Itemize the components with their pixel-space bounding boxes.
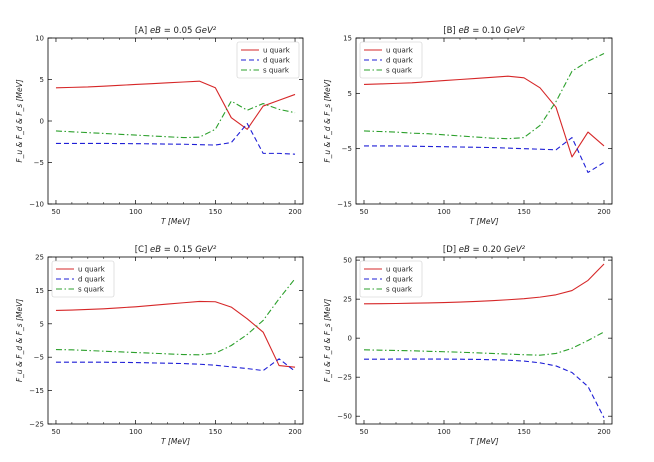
chart-panel-2: 50 100 150 200 −15 −5 5 15 T [MeV] F_u & F_d & F_… [323, 26, 613, 226]
chart-panel-1: 50 100 150 200 −10 −5 0 5 10 T [MeV] F_u & F_d & F… [15, 26, 304, 226]
y-tick-label: −15 [29, 387, 44, 395]
legend-box [51, 260, 115, 298]
y-tick-label: 5 [40, 320, 44, 328]
legend-label: d quark [386, 276, 414, 284]
y-axis-label: F_u & F_d & F_s [MeV] [15, 79, 24, 162]
x-tick-label: 100 [129, 208, 142, 216]
series-group [363, 52, 605, 174]
x-tick-label: 200 [288, 428, 301, 436]
legend-label: d quark [386, 57, 414, 65]
y-tick-label: −10 [29, 201, 44, 209]
legend-box [359, 260, 423, 298]
x-tick-label: 100 [437, 208, 450, 216]
legend-label: d quark [263, 57, 291, 65]
y-tick-label: −5 [34, 159, 44, 167]
y-tick-label: 25 [35, 254, 44, 262]
series-line-d-quark [55, 122, 296, 155]
x-tick-label: 200 [597, 428, 610, 436]
y-tick-label: −5 [342, 145, 352, 153]
series-line-u-quark [363, 75, 605, 158]
y-tick-label: −15 [337, 201, 352, 209]
y-axis-label: F_u & F_d & F_s [MeV] [15, 299, 24, 382]
series-group [55, 80, 296, 155]
series-line-d-quark [364, 358, 605, 419]
plot-frame [47, 256, 304, 425]
x-tick-label: 200 [597, 208, 610, 216]
y-tick-label: 5 [40, 76, 44, 84]
x-tick-label: 50 [52, 428, 61, 436]
legend: u quark d quark s quark [359, 41, 423, 79]
x-axis-label: T [MeV] [161, 437, 190, 446]
y-axis-label: F_u & F_d & F_s [MeV] [323, 299, 332, 382]
series-line-s-quark [55, 100, 296, 139]
x-tick-label: 50 [360, 428, 369, 436]
series-line-d-quark [364, 137, 605, 174]
legend: u quark d quark s quark [51, 260, 115, 298]
legend-label: d quark [78, 276, 106, 284]
y-tick-label: 10 [35, 35, 44, 43]
chart-title: [D] eB = 0.20 GeV² [443, 245, 526, 255]
x-tick-label: 50 [360, 208, 369, 216]
y-tick-label: −25 [337, 374, 352, 382]
y-tick-label: 5 [348, 90, 352, 98]
x-tick-label: 50 [52, 208, 61, 216]
chart-title: [B] eB = 0.10 GeV² [443, 26, 525, 36]
series-group [363, 263, 605, 419]
chart-title: [A] eB = 0.05 GeV² [135, 26, 217, 36]
y-tick-label: 25 [343, 296, 352, 304]
y-tick-label: −5 [34, 354, 44, 362]
x-tick-label: 150 [209, 428, 222, 436]
x-tick-label: 200 [288, 208, 301, 216]
series-line-s-quark [363, 331, 605, 356]
y-tick-label: 50 [343, 257, 352, 265]
legend: u quark d quark s quark [236, 41, 300, 79]
y-tick-label: 0 [40, 118, 44, 126]
legend-label: u quark [386, 266, 414, 274]
legend-box [236, 41, 300, 79]
y-tick-label: 15 [35, 287, 44, 295]
series-line-d-quark [55, 358, 296, 372]
x-tick-label: 150 [517, 428, 530, 436]
x-axis-label: T [MeV] [469, 437, 498, 446]
series-line-u-quark [55, 80, 296, 130]
y-tick-label: 15 [343, 35, 352, 43]
series-group [55, 278, 296, 372]
legend-label: s quark [386, 67, 413, 75]
y-tick-label: −50 [337, 413, 352, 421]
chart-title: [C] eB = 0.15 GeV² [135, 245, 217, 255]
chart-panel-3: 50 100 150 200 −25 −15 −5 5 15 25 T [MeV] F_u & F_d… [15, 245, 304, 446]
series-line-u-quark [363, 263, 605, 305]
series-line-s-quark [363, 52, 605, 140]
x-tick-label: 150 [209, 208, 222, 216]
y-tick-label: −25 [29, 421, 44, 429]
legend-label: u quark [78, 266, 106, 274]
legend-label: u quark [263, 47, 291, 55]
x-tick-label: 150 [517, 208, 530, 216]
legend: u quark d quark s quark [359, 260, 423, 298]
legend-label: s quark [386, 286, 413, 294]
x-tick-label: 100 [437, 428, 450, 436]
legend-label: s quark [78, 286, 105, 294]
legend-label: u quark [386, 47, 414, 55]
x-axis-label: T [MeV] [469, 217, 498, 226]
plot-frame [355, 37, 613, 205]
x-axis-label: T [MeV] [161, 217, 190, 226]
plot-frame [355, 256, 613, 425]
chart-panel-4: 50 100 150 200 −50 −25 0 25 50 T [MeV] F_u & F_d &… [323, 245, 613, 446]
series-line-u-quark [55, 300, 296, 368]
y-axis-label: F_u & F_d & F_s [MeV] [323, 79, 332, 162]
y-tick-label: 0 [348, 335, 352, 343]
x-tick-label: 100 [129, 428, 142, 436]
series-line-s-quark [55, 278, 296, 356]
legend-label: s quark [263, 67, 290, 75]
legend-box [359, 41, 423, 79]
